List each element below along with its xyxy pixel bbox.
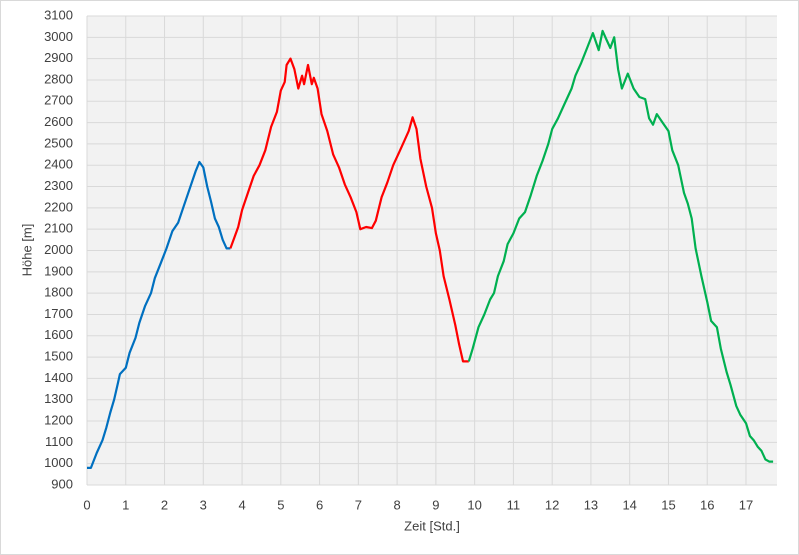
x-tick-label: 9 bbox=[432, 497, 439, 512]
x-tick-label: 3 bbox=[200, 497, 207, 512]
y-tick-label: 2300 bbox=[44, 178, 73, 193]
y-tick-label: 1500 bbox=[44, 349, 73, 364]
x-tick-label: 16 bbox=[700, 497, 714, 512]
y-tick-label: 3100 bbox=[44, 7, 73, 22]
y-tick-label: 1800 bbox=[44, 285, 73, 300]
y-tick-label: 1100 bbox=[45, 434, 73, 449]
x-tick-label: 12 bbox=[545, 497, 559, 512]
x-tick-label: 7 bbox=[355, 497, 362, 512]
x-axis-title: Zeit [Std.] bbox=[404, 518, 460, 533]
line-series bbox=[87, 160, 231, 469]
y-tick-label: 3000 bbox=[44, 29, 73, 44]
line-series bbox=[229, 57, 469, 363]
y-tick-label: 2900 bbox=[44, 50, 73, 65]
y-tick-label: 1900 bbox=[44, 263, 73, 278]
x-tick-label: 0 bbox=[83, 497, 90, 512]
y-tick-label: 1300 bbox=[44, 391, 73, 406]
x-tick-label: 1 bbox=[122, 497, 129, 512]
x-tick-label: 11 bbox=[507, 497, 521, 512]
x-tick-label: 10 bbox=[467, 497, 481, 512]
y-tick-label: 1700 bbox=[44, 306, 73, 321]
x-tick-label: 15 bbox=[661, 497, 675, 512]
x-tick-label: 2 bbox=[161, 497, 168, 512]
x-tick-label: 4 bbox=[238, 497, 245, 512]
x-tick-label: 6 bbox=[316, 497, 323, 512]
y-tick-label: 2100 bbox=[44, 221, 73, 236]
y-tick-label: 2500 bbox=[44, 135, 73, 150]
y-axis-title: Höhe [m] bbox=[19, 224, 34, 277]
x-tick-label: 14 bbox=[622, 497, 636, 512]
y-tick-label: 2000 bbox=[44, 242, 73, 257]
y-tick-label: 1200 bbox=[44, 412, 73, 427]
y-tick-label: 2400 bbox=[44, 157, 73, 172]
x-tick-label: 5 bbox=[277, 497, 284, 512]
y-tick-label: 1600 bbox=[44, 327, 73, 342]
y-tick-label: 2600 bbox=[44, 114, 73, 129]
y-tick-label: 2700 bbox=[44, 93, 73, 108]
y-tick-label: 1000 bbox=[44, 455, 73, 470]
line-series bbox=[467, 29, 774, 463]
x-tick-label: 13 bbox=[584, 497, 598, 512]
y-tick-label: 2200 bbox=[44, 199, 73, 214]
x-tick-label: 8 bbox=[393, 497, 400, 512]
y-tick-label: 2800 bbox=[44, 71, 73, 86]
y-tick-label: 1400 bbox=[44, 370, 73, 385]
x-tick-label: 17 bbox=[739, 497, 753, 512]
y-tick-label: 900 bbox=[51, 476, 73, 491]
